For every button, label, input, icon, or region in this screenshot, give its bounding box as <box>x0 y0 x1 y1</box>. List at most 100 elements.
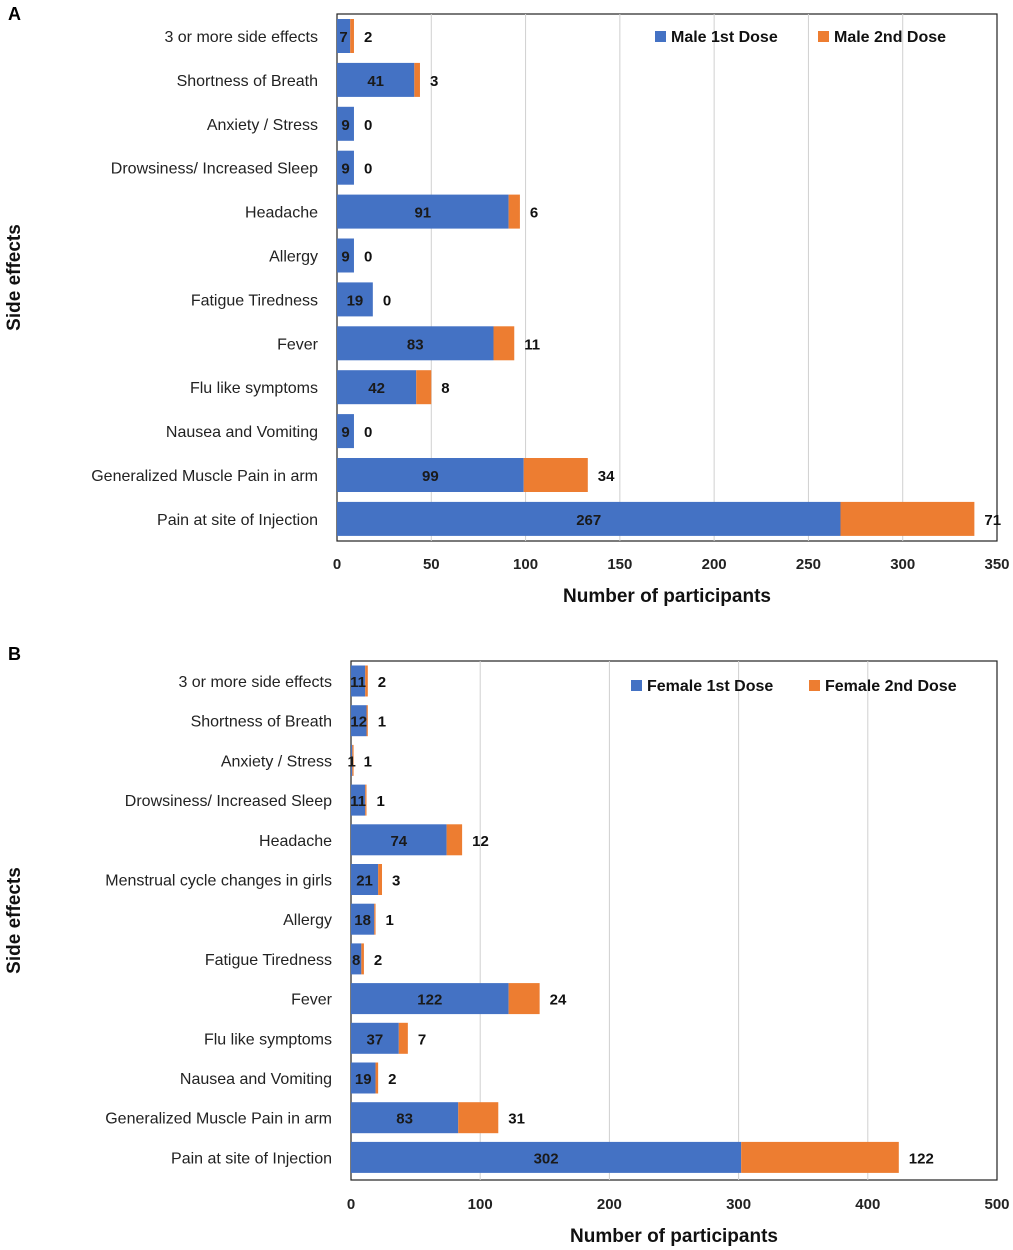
chart-a-category-label: Nausea and Vomiting <box>166 424 318 441</box>
chart-a-value-label-dose1: 83 <box>407 336 424 353</box>
chart-b-bar-dose1 <box>351 1022 399 1054</box>
chart-a-value-label-dose1: 9 <box>341 249 349 266</box>
chart-a-y-axis-title: Side effects <box>4 224 25 331</box>
chart-a-value-label-dose1: 9 <box>341 161 349 178</box>
panel-b-letter: B <box>8 644 21 664</box>
chart-a-x-tick-label: 50 <box>423 556 440 573</box>
chart-a-x-tick-label: 0 <box>333 556 341 573</box>
chart-b-category-label: Drowsiness/ Increased Sleep <box>125 793 332 810</box>
chart-a-bar-dose1 <box>337 194 509 229</box>
chart-b-value-label-dose2: 122 <box>909 1150 934 1167</box>
chart-a-value-label-dose1: 9 <box>341 117 349 134</box>
chart-a-category-label: Headache <box>245 205 318 222</box>
chart-a-x-axis-title: Number of participants <box>563 586 771 607</box>
chart-b-legend-label-dose2: Female 2nd Dose <box>825 678 957 695</box>
chart-b-legend-swatch-dose1 <box>631 680 642 691</box>
chart-a-x-tick-label: 100 <box>513 556 538 573</box>
chart-b-category-label: Generalized Muscle Pain in arm <box>105 1111 332 1128</box>
chart-a-value-label-dose2: 0 <box>364 161 372 178</box>
chart-a-category-label: Fever <box>277 336 319 353</box>
chart-b-bar-dose1 <box>351 943 362 975</box>
chart-a-value-label-dose1: 267 <box>576 512 601 529</box>
chart-a-bar-dose1 <box>337 501 841 536</box>
chart-b-bar-dose2 <box>458 1102 499 1134</box>
chart-b-bar-dose2 <box>375 1062 379 1094</box>
chart-b-value-label-dose1: 18 <box>354 912 371 929</box>
chart-a-bar-dose1 <box>337 19 351 53</box>
chart-b-category-label: Fever <box>291 992 333 1009</box>
chart-b-value-label-dose1: 21 <box>356 873 373 890</box>
chart-a-category-label: Fatigue Tiredness <box>191 292 318 309</box>
chart-b-bar-dose2 <box>365 784 367 816</box>
chart-a-bar-dose1 <box>337 414 354 449</box>
chart-b-value-label-dose2: 1 <box>377 793 385 810</box>
chart-b-category-label: Menstrual cycle changes in girls <box>105 873 332 890</box>
chart-b-value-label-dose1: 19 <box>355 1071 372 1088</box>
chart-b-x-tick-label: 300 <box>726 1196 751 1213</box>
chart-a-value-label-dose2: 11 <box>524 336 540 353</box>
chart-b-bar-dose1 <box>351 705 367 737</box>
chart-a-x-tick-label: 250 <box>796 556 821 573</box>
chart-b-category-label: 3 or more side effects <box>178 674 332 691</box>
chart-b-value-label-dose2: 1 <box>364 753 372 770</box>
chart-a-bar-dose2 <box>840 501 975 536</box>
chart-b-bar-dose2 <box>361 943 364 975</box>
chart-a-category-label: Allergy <box>269 249 318 266</box>
chart-a-value-label-dose2: 3 <box>430 73 438 90</box>
chart-b-value-label-dose1: 8 <box>352 952 360 969</box>
chart-b-bar-dose1 <box>351 665 366 697</box>
chart-a-bar-dose1 <box>337 106 354 141</box>
chart-a-bar-dose1 <box>337 326 494 361</box>
chart-b-value-label-dose2: 2 <box>378 674 386 691</box>
chart-b-value-label-dose1: 1 <box>347 753 355 770</box>
chart-a-category-label: Anxiety / Stress <box>207 117 318 134</box>
chart-b-category-label: Headache <box>259 833 332 850</box>
chart-b-value-label-dose1: 74 <box>390 833 407 850</box>
chart-b-legend-label-dose1: Female 1st Dose <box>647 678 773 695</box>
chart-a-value-label-dose1: 42 <box>368 380 385 397</box>
chart-a-value-label-dose2: 71 <box>984 512 1001 529</box>
chart-b-bar-dose2 <box>365 665 368 697</box>
chart-b-category-label: Anxiety / Stress <box>221 753 332 770</box>
chart-a-plot-frame <box>336 13 998 542</box>
chart-a-category-label: Flu like symptoms <box>190 380 318 397</box>
chart-a-value-label-dose1: 91 <box>414 205 431 222</box>
chart-a-value-label-dose2: 34 <box>598 468 615 485</box>
chart-b-bar-dose2 <box>741 1141 899 1173</box>
chart-b-value-label-dose2: 7 <box>418 1031 426 1048</box>
chart-a-value-label-dose2: 0 <box>364 424 372 441</box>
chart-a-value-label-dose2: 8 <box>441 380 449 397</box>
chart-b-value-label-dose1: 11 <box>350 793 366 810</box>
chart-b-bar-dose1 <box>351 1141 742 1173</box>
chart-b-category-label: Pain at site of Injection <box>171 1150 332 1167</box>
chart-b-x-tick-label: 400 <box>855 1196 880 1213</box>
chart-a-category-label: Shortness of Breath <box>177 73 318 90</box>
chart-b-value-label-dose1: 83 <box>396 1111 413 1128</box>
chart-b-value-label-dose2: 24 <box>550 992 567 1009</box>
chart-b-value-label-dose2: 2 <box>388 1071 396 1088</box>
chart-b-bar-dose2 <box>446 824 463 856</box>
chart-a-value-label-dose2: 2 <box>364 29 372 46</box>
chart-a-x-tick-label: 300 <box>890 556 915 573</box>
chart-b-value-label-dose2: 2 <box>374 952 382 969</box>
chart-b-bar-dose1 <box>351 864 379 895</box>
chart-b-value-label-dose1: 12 <box>350 714 367 731</box>
chart-a-value-label-dose1: 9 <box>341 424 349 441</box>
chart-a-value-label-dose2: 6 <box>530 205 538 222</box>
chart-b-bar-dose2 <box>366 705 368 737</box>
chart-b-bar-dose2 <box>398 1022 408 1054</box>
chart-a-bar-dose2 <box>416 370 432 405</box>
chart-a-legend-swatch-dose1 <box>655 31 666 42</box>
chart-b-value-label-dose1: 122 <box>417 992 442 1009</box>
chart-a-x-tick-label: 200 <box>702 556 727 573</box>
chart-a-bar-dose1 <box>337 150 354 185</box>
chart-a-bar-dose1 <box>337 282 373 317</box>
chart-a-x-tick-label: 350 <box>984 556 1009 573</box>
chart-a-value-label-dose1: 7 <box>339 29 347 46</box>
chart-b-bar-dose2 <box>352 744 354 776</box>
chart-b-category-label: Nausea and Vomiting <box>180 1071 332 1088</box>
chart-b-plot-frame <box>350 660 998 1181</box>
chart-b-value-label-dose1: 302 <box>534 1150 559 1167</box>
chart-a-value-label-dose1: 41 <box>367 73 384 90</box>
